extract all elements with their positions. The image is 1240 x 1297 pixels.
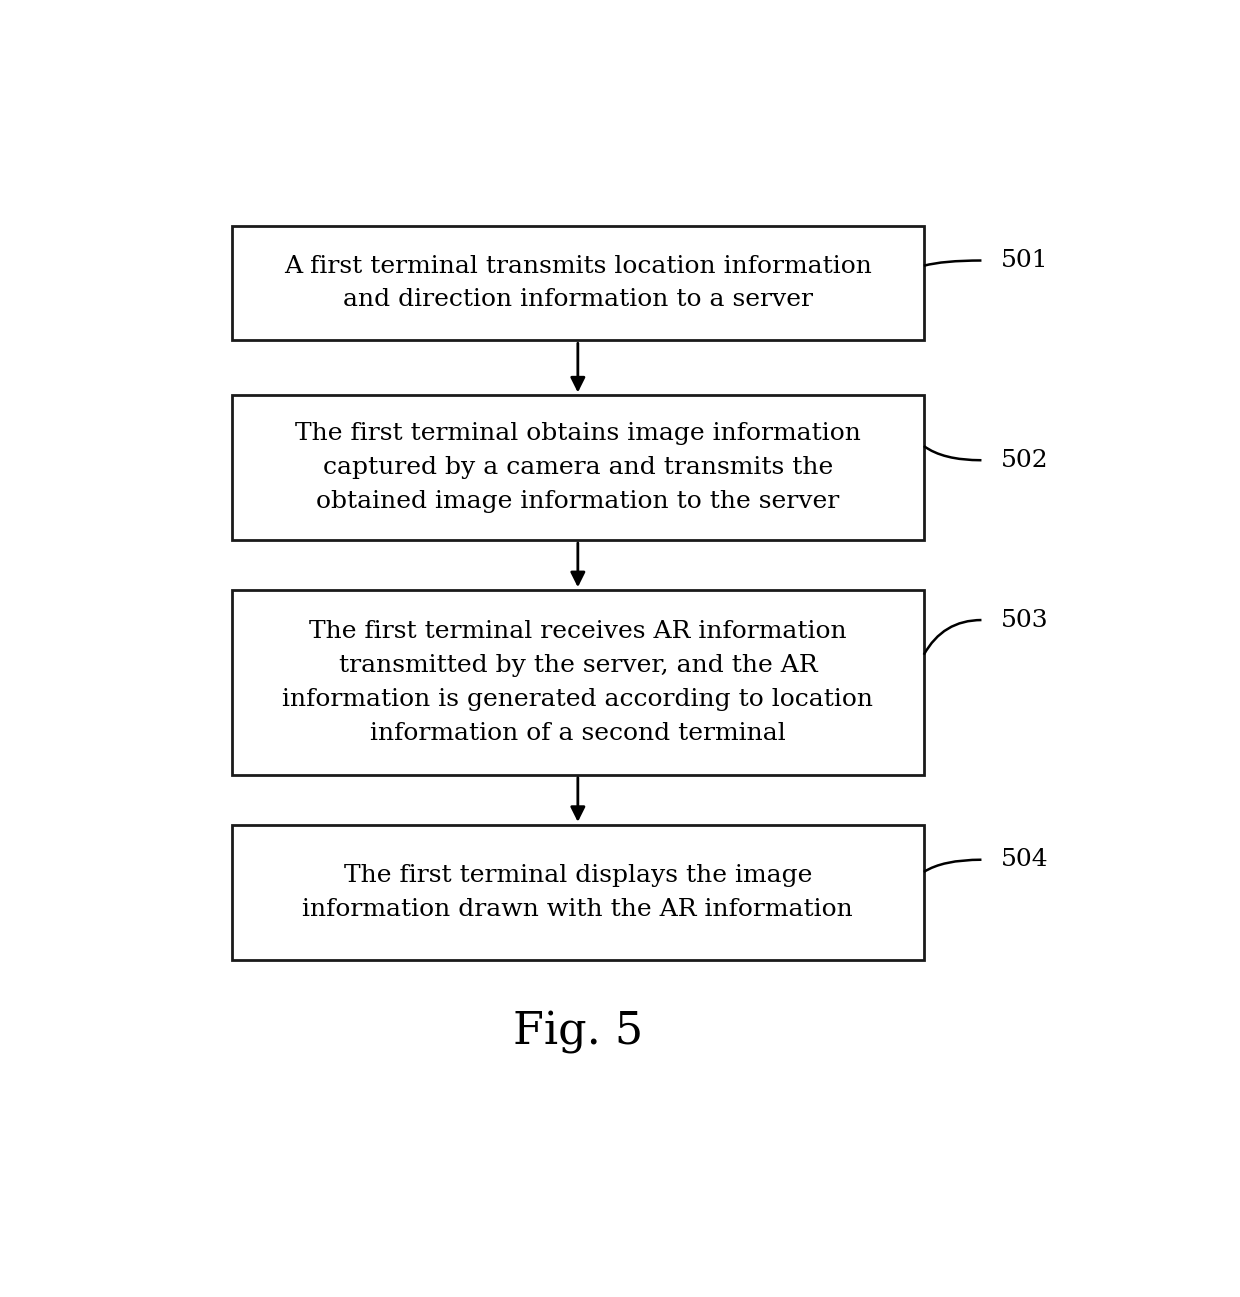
Text: 501: 501 bbox=[1001, 249, 1048, 272]
Bar bbox=[232, 590, 924, 774]
Text: Fig. 5: Fig. 5 bbox=[513, 1012, 642, 1054]
Text: The first terminal obtains image information
captured by a camera and transmits : The first terminal obtains image informa… bbox=[295, 423, 861, 514]
Text: The first terminal receives AR information
transmitted by the server, and the AR: The first terminal receives AR informati… bbox=[283, 620, 873, 744]
Bar bbox=[232, 226, 924, 340]
Text: 504: 504 bbox=[1001, 848, 1048, 872]
Text: 502: 502 bbox=[1001, 449, 1048, 472]
Bar bbox=[232, 825, 924, 960]
Text: A first terminal transmits location information
and direction information to a s: A first terminal transmits location info… bbox=[284, 254, 872, 311]
Text: 503: 503 bbox=[1001, 608, 1048, 632]
Bar bbox=[232, 396, 924, 540]
Text: The first terminal displays the image
information drawn with the AR information: The first terminal displays the image in… bbox=[303, 864, 853, 921]
